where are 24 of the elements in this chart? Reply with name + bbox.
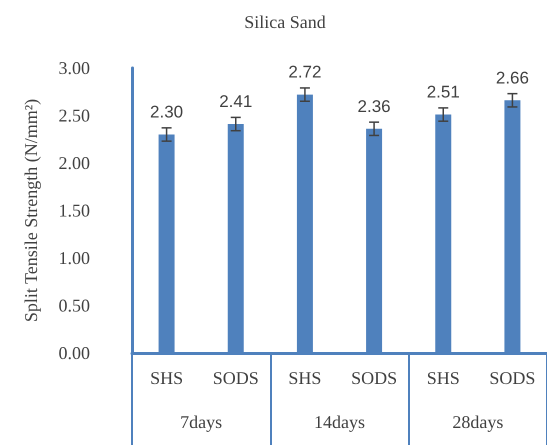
y-tick-label: 0.00 (58, 343, 90, 363)
text: 7days (180, 412, 222, 432)
y-tick-label: 2.50 (58, 106, 90, 126)
y-tick-label: 2.00 (58, 153, 90, 173)
data-label: 2.72 (288, 62, 322, 82)
x-tick-label: SHS (150, 368, 184, 388)
data-label: 2.51 (426, 82, 460, 102)
data-label: 2.36 (358, 96, 391, 116)
x-tick-label: SODS (489, 368, 536, 388)
text: 28days (452, 412, 504, 432)
y-tick-label: 0.50 (58, 296, 90, 316)
text: 14days (314, 412, 365, 432)
y-tick-label: 1.50 (58, 200, 90, 220)
y-tick-label: 1.00 (58, 248, 90, 268)
y-axis-title: Split Tensile Strength (N/mm²) (21, 98, 41, 322)
x-tick-label: SODS (212, 368, 259, 388)
x-tick-label: SODS (351, 368, 398, 388)
data-label: 2.30 (150, 102, 184, 122)
data-label: 2.41 (219, 92, 252, 112)
x-tick-label: SHS (426, 368, 460, 388)
chart-title: Silica Sand (244, 12, 326, 32)
x-tick-label: SHS (288, 368, 322, 388)
y-tick-label: 3.00 (58, 58, 90, 78)
data-label: 2.66 (496, 68, 529, 88)
